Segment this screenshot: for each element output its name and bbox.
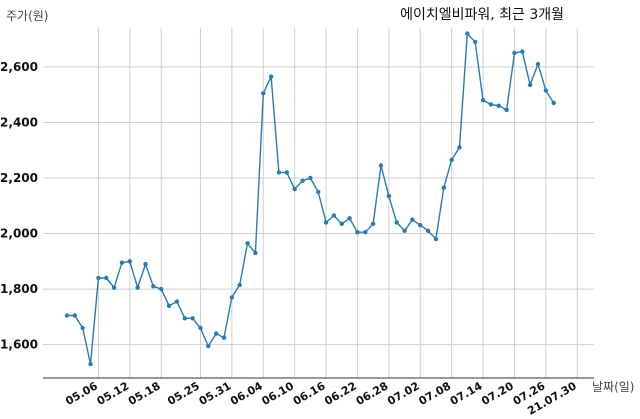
x-tick-label: 07.08	[417, 379, 454, 408]
tick-labels: 1,600 1,800 2,000 2,200 2,400 2,600 05.0605.12…	[0, 60, 579, 418]
data-point	[480, 98, 486, 103]
data-point	[213, 331, 219, 336]
data-point	[182, 316, 187, 321]
data-point	[190, 316, 195, 321]
data-point	[72, 313, 78, 318]
x-tick-label: 05.12	[95, 379, 132, 408]
x-tick-label: 05.18	[126, 379, 163, 408]
y-tick-label: 2,000	[0, 227, 38, 241]
data-point	[64, 313, 70, 318]
x-tick-label: 05.06	[63, 379, 100, 408]
data-point	[237, 282, 242, 288]
data-point	[104, 275, 109, 281]
data-point	[159, 286, 164, 292]
x-tick-label: 06.16	[291, 379, 328, 408]
data-point	[512, 50, 517, 56]
data-point	[520, 49, 525, 54]
data-point	[457, 145, 462, 150]
x-tick-label: 05.25	[165, 379, 202, 408]
data-point	[292, 186, 297, 192]
data-point	[206, 343, 211, 349]
data-point	[378, 163, 384, 168]
x-tick-label: 05.31	[197, 379, 234, 408]
data-point	[410, 217, 415, 222]
data-point	[174, 299, 180, 304]
data-point	[363, 229, 368, 235]
data-point	[355, 229, 360, 235]
data-point	[496, 103, 501, 108]
data-point	[347, 216, 352, 221]
y-tick-label: 1,600	[0, 338, 38, 352]
data-point	[449, 157, 454, 163]
y-axis-label: 주가(원)	[6, 9, 48, 23]
data-point	[253, 250, 258, 256]
data-point	[80, 325, 85, 331]
data-point	[261, 91, 266, 96]
y-tick-label: 2,400	[0, 115, 38, 129]
y-tick-label: 2,200	[0, 171, 38, 185]
data-point	[127, 259, 132, 264]
data-point	[96, 275, 101, 281]
data-point	[198, 325, 203, 331]
gridlines	[43, 28, 594, 378]
x-axis-label: 날짜(일)	[592, 380, 634, 394]
data-point	[316, 189, 321, 195]
data-point	[488, 102, 494, 107]
data-point	[135, 285, 140, 290]
y-tick-label: 2,600	[0, 60, 38, 74]
data-point	[465, 31, 470, 36]
data-point	[535, 61, 541, 67]
data-point	[166, 303, 172, 308]
data-point	[418, 223, 423, 228]
series	[64, 31, 556, 367]
data-point	[276, 170, 282, 175]
data-point	[543, 88, 549, 93]
data-point	[245, 241, 250, 246]
data-point	[504, 107, 509, 113]
data-point	[527, 82, 533, 88]
x-tick-label: 06.10	[260, 379, 297, 408]
data-point	[323, 220, 329, 225]
data-point	[284, 170, 289, 175]
x-tick-label: 07.02	[385, 379, 422, 408]
y-tick-label: 1,800	[0, 282, 38, 296]
x-tick-label: 07.20	[479, 379, 516, 408]
data-point	[119, 260, 125, 265]
data-point	[551, 100, 556, 106]
data-point	[386, 193, 392, 199]
data-point	[331, 213, 337, 218]
data-point	[308, 175, 313, 181]
data-point	[370, 221, 376, 227]
data-point	[394, 220, 399, 225]
x-tick-label: 06.28	[354, 379, 391, 408]
data-point	[300, 178, 305, 183]
chart-title: 에이치엘비파워, 최근 3개월	[400, 7, 564, 23]
data-point	[441, 185, 446, 190]
data-point	[339, 221, 344, 227]
data-point	[111, 285, 117, 290]
data-point	[88, 361, 93, 367]
series-line	[67, 31, 555, 365]
x-tick-label: 07.14	[448, 379, 485, 408]
data-point	[473, 39, 478, 45]
x-tick-label: 06.04	[228, 379, 265, 408]
x-tick-label: 06.22	[322, 379, 359, 408]
data-point	[433, 236, 439, 242]
data-point	[425, 228, 431, 233]
data-point	[229, 295, 235, 300]
data-point	[268, 74, 274, 79]
data-point	[402, 228, 407, 233]
data-point	[143, 261, 148, 267]
data-point	[151, 284, 156, 289]
data-point	[221, 335, 227, 340]
